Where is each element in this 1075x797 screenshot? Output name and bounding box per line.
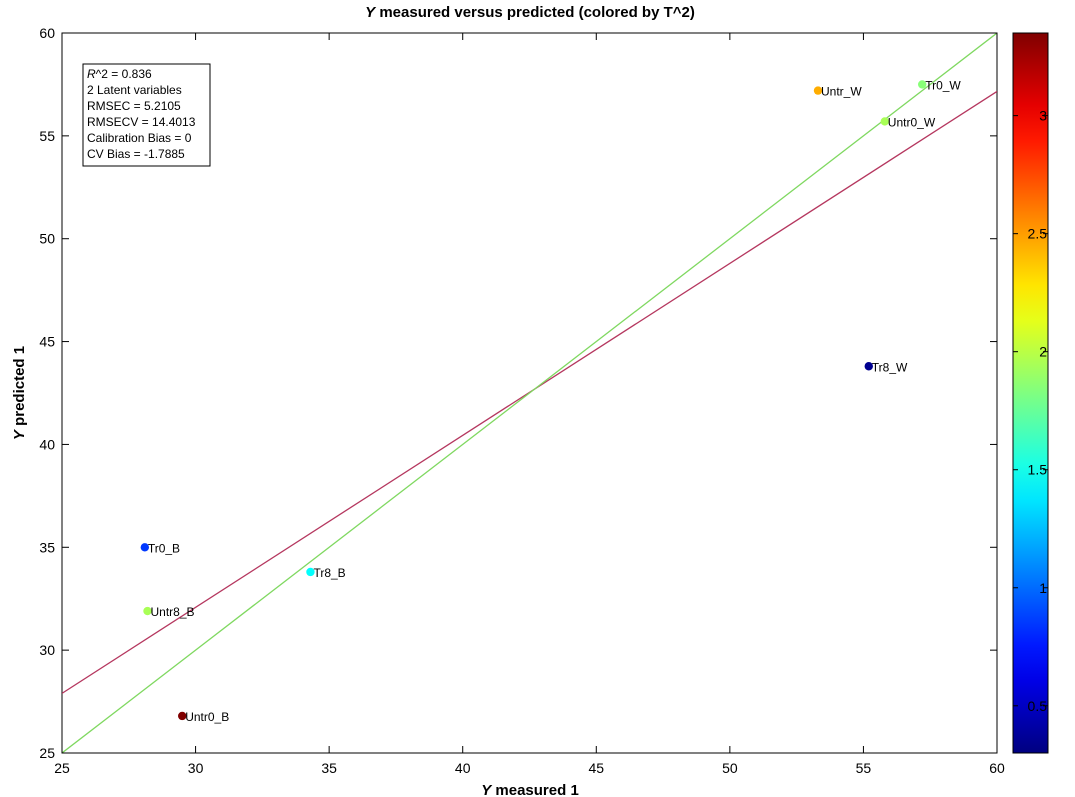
y-axis-label: Y predicted 1 bbox=[11, 346, 28, 440]
colorbar-tick-label: 0.5 bbox=[1028, 698, 1048, 714]
x-tick-label: 40 bbox=[455, 760, 471, 776]
stats-line-italic: R bbox=[87, 67, 96, 81]
data-point bbox=[143, 606, 152, 616]
y-tick-label: 40 bbox=[39, 436, 55, 452]
data-point-label: Tr0_B bbox=[148, 541, 180, 555]
x-tick-label: 30 bbox=[188, 760, 204, 776]
points-layer: Untr_W Tr0_W Untr0_W Tr8_W Tr0_B Tr8_B Untr8_B… bbox=[140, 78, 961, 724]
data-point-label: Tr0_W bbox=[925, 78, 961, 92]
data-point-label: Untr0_B bbox=[185, 710, 229, 724]
y-tick-label: 45 bbox=[39, 334, 55, 350]
x-tick-label: 50 bbox=[722, 760, 738, 776]
stats-line-text: 2 Latent variables bbox=[87, 83, 182, 97]
colorbar-tick-label: 1 bbox=[1039, 580, 1047, 596]
x-tick-label: 45 bbox=[588, 760, 604, 776]
data-point-label: Untr0_W bbox=[888, 115, 936, 129]
stats-line: RMSEC = 5.2105 bbox=[87, 99, 181, 113]
chart-title-italic: Y bbox=[365, 4, 377, 21]
stats-line: 2 Latent variables bbox=[87, 83, 182, 97]
stats-line-text: ^2 = 0.836 bbox=[96, 67, 152, 81]
identity-line bbox=[62, 33, 997, 753]
stats-line-text: RMSECV = 14.4013 bbox=[87, 115, 196, 129]
y-tick-label: 50 bbox=[39, 231, 55, 247]
data-point-label: Tr8_W bbox=[872, 360, 908, 374]
y-axis-label-italic: Y bbox=[11, 428, 28, 440]
y-tick-label: 60 bbox=[39, 25, 55, 41]
y-tick-label: 35 bbox=[39, 539, 55, 555]
x-axis-label-text: measured 1 bbox=[491, 782, 579, 797]
x-tick-label: 25 bbox=[54, 760, 70, 776]
x-axis-label: Y measured 1 bbox=[481, 782, 579, 797]
data-point-label: Untr_W bbox=[821, 85, 862, 99]
data-point bbox=[813, 86, 823, 95]
y-axis-label-text: predicted 1 bbox=[11, 346, 28, 430]
stats-line: CV Bias = -1.7885 bbox=[87, 147, 185, 161]
x-tick-label: 55 bbox=[856, 760, 872, 776]
colorbar-tick-label: 1.5 bbox=[1028, 462, 1048, 478]
stats-line-text: RMSEC = 5.2105 bbox=[87, 99, 181, 113]
data-point bbox=[140, 543, 150, 552]
chart-title-text: measured versus predicted (colored by T^… bbox=[375, 4, 695, 21]
stats-box-frame bbox=[82, 63, 211, 167]
data-point bbox=[178, 711, 187, 721]
x-tick-label: 60 bbox=[989, 760, 1005, 776]
stats-lines: R^2 = 0.836 2 Latent variables RMSEC = 5.2… bbox=[87, 67, 196, 161]
colorbar bbox=[1012, 32, 1049, 754]
stats-line-text: Calibration Bias = 0 bbox=[87, 131, 192, 145]
stats-box: R^2 = 0.836 2 Latent variables RMSEC = 5.2… bbox=[82, 63, 211, 167]
lines-layer bbox=[62, 33, 997, 753]
colorbar-tick-label: 3 bbox=[1039, 108, 1047, 124]
ticks-layer: 25 30 35 40 45 50 55 60 25 30 35 40 45 50 55 60 bbox=[39, 25, 1005, 776]
colorbar-ticks: 0.5 1 1.5 2 2.5 3 bbox=[1013, 108, 1048, 714]
y-tick-label: 55 bbox=[39, 128, 55, 144]
stats-line: R^2 = 0.836 bbox=[87, 67, 152, 81]
y-tick-label: 25 bbox=[39, 745, 55, 761]
data-point-label: Untr8_B bbox=[150, 605, 194, 619]
data-point-label: Tr8_B bbox=[313, 566, 345, 580]
data-point bbox=[918, 80, 927, 89]
data-point bbox=[880, 117, 889, 126]
colorbar-tick-label: 2.5 bbox=[1028, 226, 1048, 242]
data-point bbox=[864, 362, 873, 371]
x-axis-label-italic: Y bbox=[481, 782, 493, 797]
stats-line-text: CV Bias = -1.7885 bbox=[87, 147, 185, 161]
x-tick-label: 35 bbox=[321, 760, 337, 776]
y-tick-label: 30 bbox=[39, 642, 55, 658]
stats-line: RMSECV = 14.4013 bbox=[87, 115, 196, 129]
stats-line: Calibration Bias = 0 bbox=[87, 131, 192, 145]
data-point bbox=[306, 567, 315, 577]
colorbar-tick-label: 2 bbox=[1039, 344, 1047, 360]
chart-title: Y measured versus predicted (colored by … bbox=[365, 4, 695, 21]
